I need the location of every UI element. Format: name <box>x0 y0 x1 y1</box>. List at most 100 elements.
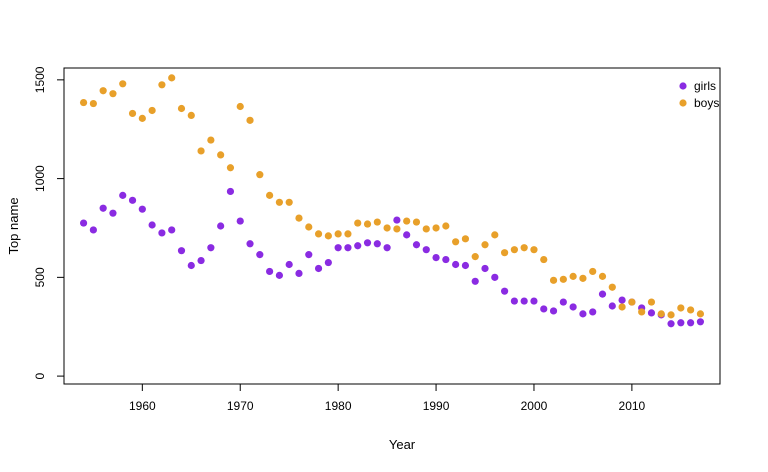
point-boys <box>109 90 117 98</box>
point-girls <box>89 226 97 234</box>
point-girls <box>530 297 538 305</box>
point-boys <box>354 219 362 227</box>
point-boys <box>334 230 342 238</box>
y-tick-label: 0 <box>33 372 47 379</box>
point-girls <box>295 269 303 277</box>
point-boys <box>99 87 107 95</box>
point-boys <box>422 225 430 233</box>
point-girls <box>79 219 88 227</box>
y-axis: 0 500 1000 1500 <box>33 66 64 379</box>
point-girls <box>138 205 146 213</box>
x-tick-label: 1980 <box>325 399 352 413</box>
point-girls <box>324 258 332 267</box>
point-boys <box>530 246 538 254</box>
point-boys <box>579 274 587 282</box>
point-girls <box>422 246 430 254</box>
point-girls <box>344 244 352 252</box>
point-boys <box>363 220 372 228</box>
point-girls <box>540 305 548 313</box>
series-boys <box>79 74 705 319</box>
point-girls <box>696 318 705 326</box>
point-girls <box>549 307 558 315</box>
point-boys <box>226 164 235 172</box>
point-girls <box>207 244 215 252</box>
point-girls <box>148 221 156 229</box>
point-girls <box>412 241 421 249</box>
point-boys <box>412 218 421 226</box>
point-girls <box>236 217 244 225</box>
point-girls <box>246 240 254 248</box>
point-boys <box>589 267 597 276</box>
point-boys <box>598 272 607 280</box>
point-boys <box>89 99 97 108</box>
x-tick-label: 1960 <box>129 399 156 413</box>
point-girls <box>677 319 685 327</box>
point-boys <box>275 198 284 206</box>
point-girls <box>481 264 489 273</box>
legend-marker-girls <box>679 82 687 90</box>
point-boys <box>403 217 411 225</box>
point-boys <box>158 81 166 89</box>
point-boys <box>168 74 176 82</box>
point-girls <box>383 244 391 252</box>
point-boys <box>266 191 274 199</box>
point-boys <box>148 106 156 115</box>
point-boys <box>696 310 705 318</box>
legend-marker-boys <box>679 99 687 107</box>
point-girls <box>197 256 205 265</box>
point-boys <box>549 276 558 284</box>
point-boys <box>285 198 293 206</box>
point-boys <box>510 246 518 254</box>
point-boys <box>236 102 244 111</box>
point-boys <box>569 272 577 280</box>
point-girls <box>119 191 127 199</box>
point-boys <box>177 104 186 113</box>
point-boys <box>373 218 381 226</box>
plot-frame <box>63 67 721 385</box>
point-boys <box>79 98 88 107</box>
x-axis: 1960 1970 1980 1990 2000 2010 <box>129 384 646 413</box>
data-points <box>79 74 705 328</box>
point-boys <box>540 255 548 264</box>
point-boys <box>217 151 225 159</box>
point-girls <box>168 226 176 234</box>
point-girls <box>187 261 195 270</box>
point-boys <box>500 249 509 257</box>
x-tick-label: 2000 <box>521 399 548 413</box>
x-tick-label: 2010 <box>619 399 646 413</box>
x-tick-label: 1970 <box>227 399 254 413</box>
point-boys <box>138 114 146 122</box>
point-girls <box>559 298 567 306</box>
point-boys <box>657 310 665 318</box>
point-boys <box>128 109 137 118</box>
point-girls <box>687 319 695 327</box>
point-girls <box>99 204 107 212</box>
point-girls <box>510 297 518 305</box>
point-boys <box>295 214 303 222</box>
point-girls <box>354 242 362 250</box>
legend-label-girls: girls <box>694 79 716 93</box>
series-girls <box>79 187 705 328</box>
point-girls <box>618 296 626 304</box>
y-tick-label: 500 <box>33 267 47 287</box>
y-axis-label: Top name <box>6 197 21 254</box>
point-boys <box>559 275 567 283</box>
point-girls <box>393 216 401 224</box>
point-girls <box>589 308 597 316</box>
point-girls <box>158 229 166 237</box>
point-boys <box>638 308 646 316</box>
point-girls <box>109 209 117 217</box>
point-boys <box>442 222 450 230</box>
point-girls <box>491 273 499 281</box>
point-boys <box>471 253 479 261</box>
point-boys <box>344 230 352 238</box>
point-girls <box>266 267 274 276</box>
point-boys <box>207 136 215 144</box>
point-boys <box>119 80 127 88</box>
point-girls <box>275 271 284 279</box>
point-boys <box>432 224 440 232</box>
point-girls <box>598 290 607 298</box>
point-boys <box>491 231 499 239</box>
point-boys <box>687 306 695 314</box>
